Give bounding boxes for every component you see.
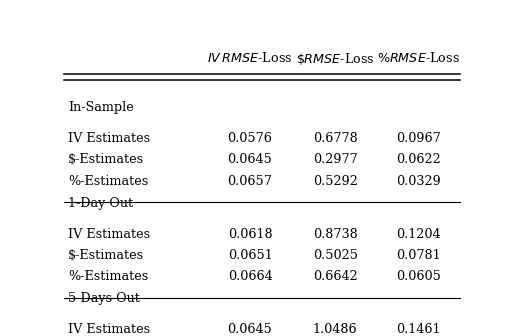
Text: 1-Day Out: 1-Day Out — [68, 197, 133, 210]
Text: 0.0622: 0.0622 — [396, 153, 440, 166]
Text: 0.1204: 0.1204 — [396, 227, 440, 241]
Text: 0.5292: 0.5292 — [313, 174, 358, 187]
Text: 0.0645: 0.0645 — [227, 323, 272, 336]
Text: 0.0576: 0.0576 — [227, 132, 272, 145]
Text: 0.8738: 0.8738 — [313, 227, 358, 241]
Text: 1.0486: 1.0486 — [313, 323, 358, 336]
Text: 0.0664: 0.0664 — [227, 270, 272, 283]
Text: $-Estimates: $-Estimates — [68, 249, 144, 262]
Text: 0.6778: 0.6778 — [313, 132, 358, 145]
Text: 0.1461: 0.1461 — [396, 323, 440, 336]
Text: In-Sample: In-Sample — [68, 101, 133, 114]
Text: 0.0781: 0.0781 — [396, 249, 440, 262]
Text: 0.2977: 0.2977 — [313, 153, 358, 166]
Text: %-Estimates: %-Estimates — [68, 270, 148, 283]
Text: $\mathit{\%RMSE}$-Loss: $\mathit{\%RMSE}$-Loss — [377, 51, 460, 65]
Text: %-Estimates: %-Estimates — [68, 174, 148, 187]
Text: 0.0967: 0.0967 — [396, 132, 440, 145]
Text: IV Estimates: IV Estimates — [68, 323, 150, 336]
Text: 0.6642: 0.6642 — [313, 270, 358, 283]
Text: IV Estimates: IV Estimates — [68, 132, 150, 145]
Text: 0.0329: 0.0329 — [396, 174, 440, 187]
Text: 0.0657: 0.0657 — [227, 174, 272, 187]
Text: IV Estimates: IV Estimates — [68, 227, 150, 241]
Text: $-Estimates: $-Estimates — [68, 153, 144, 166]
Text: 0.5025: 0.5025 — [313, 249, 358, 262]
Text: 0.0651: 0.0651 — [227, 249, 272, 262]
Text: $\mathit{\$RMSE}$-Loss: $\mathit{\$RMSE}$-Loss — [296, 51, 375, 67]
Text: 0.0618: 0.0618 — [228, 227, 272, 241]
Text: $\mathit{IV\,RMSE}$-Loss: $\mathit{IV\,RMSE}$-Loss — [207, 51, 293, 65]
Text: 0.0645: 0.0645 — [227, 153, 272, 166]
Text: 0.0605: 0.0605 — [396, 270, 441, 283]
Text: 5-Days Out: 5-Days Out — [68, 292, 140, 305]
